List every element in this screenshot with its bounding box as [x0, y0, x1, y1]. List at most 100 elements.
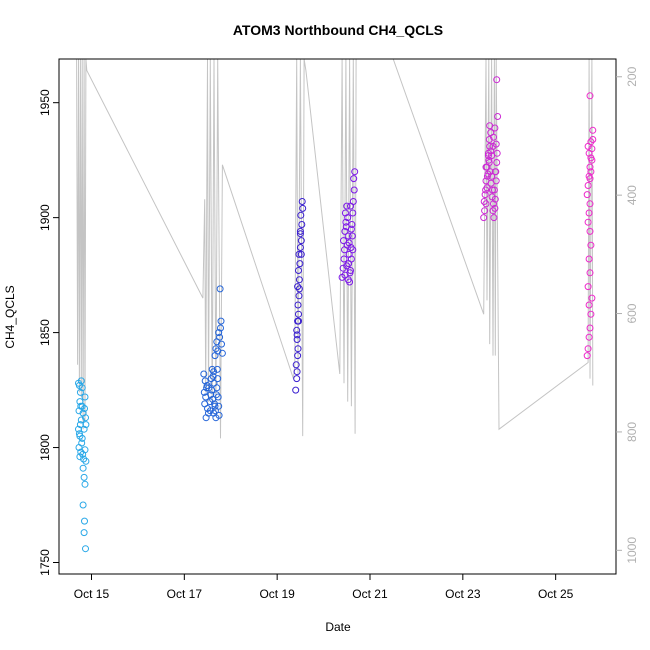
data-point: [586, 227, 594, 235]
data-point: [292, 361, 300, 369]
y-tick-label: 1800: [38, 434, 52, 461]
y2-axis: 200 400 600 800 1000: [616, 66, 639, 564]
data-point: [211, 407, 219, 415]
data-point: [296, 260, 304, 268]
data-point: [78, 402, 86, 410]
data-point: [494, 113, 502, 120]
data-point: [584, 218, 592, 226]
data-points: [75, 76, 597, 553]
data-point: [491, 204, 499, 212]
data-point: [80, 529, 88, 537]
data-point: [482, 200, 490, 208]
data-point: [296, 230, 304, 238]
data-point: [292, 386, 300, 394]
data-point: [493, 159, 501, 166]
data-point: [215, 329, 223, 337]
data-point: [586, 269, 594, 277]
x-axis-label: Date: [325, 620, 351, 634]
data-point: [295, 292, 303, 300]
data-point: [78, 434, 86, 442]
data-point: [297, 250, 305, 258]
data-point: [348, 221, 356, 228]
data-point: [80, 455, 88, 463]
data-point: [583, 191, 591, 199]
data-point: [484, 152, 492, 160]
series-1: [75, 377, 90, 553]
data-point: [77, 448, 85, 456]
data-point: [585, 333, 593, 341]
data-point: [293, 326, 301, 334]
data-point: [585, 255, 593, 263]
data-point: [218, 349, 226, 357]
data-point: [350, 175, 358, 183]
data-point: [293, 336, 301, 343]
y-axis-label: CH4_QCLS: [3, 285, 17, 348]
data-point: [201, 377, 209, 385]
chart-title: ATOM3 Northbound CH4_QCLS: [233, 22, 443, 38]
data-point: [351, 168, 359, 176]
x-tick-label: Oct 15: [74, 587, 110, 601]
y-tick-label: 1900: [38, 204, 52, 231]
data-point: [588, 294, 596, 302]
data-point: [488, 172, 496, 180]
data-point: [339, 264, 347, 272]
data-point: [489, 142, 497, 150]
data-point: [77, 416, 85, 424]
data-point: [298, 221, 306, 228]
data-point: [492, 177, 500, 185]
data-point: [481, 207, 489, 215]
data-point: [585, 149, 593, 157]
data-point: [213, 365, 221, 373]
data-point: [587, 138, 595, 146]
data-point: [488, 152, 496, 160]
y-tick-label: 1950: [38, 89, 52, 116]
data-point: [349, 246, 357, 254]
data-point: [584, 283, 592, 291]
data-point: [584, 182, 592, 189]
data-point: [79, 501, 87, 509]
data-point: [485, 136, 493, 143]
data-point: [343, 262, 351, 270]
data-point: [297, 237, 305, 245]
data-point: [81, 480, 89, 488]
data-point: [202, 414, 210, 422]
data-point: [349, 209, 357, 217]
data-point: [82, 545, 89, 553]
data-point: [585, 209, 593, 217]
data-point: [482, 163, 490, 171]
data-point: [348, 232, 356, 240]
data-point: [588, 156, 596, 164]
data-point: [296, 244, 304, 251]
series-2: [200, 285, 226, 422]
data-point: [490, 133, 497, 141]
series-4: [338, 168, 359, 286]
x-tick-label: Oct 17: [167, 587, 203, 601]
data-point: [343, 241, 351, 249]
series-5: [480, 76, 502, 222]
data-point: [482, 186, 490, 194]
data-point: [212, 391, 220, 399]
data-point: [82, 421, 90, 429]
data-point: [294, 283, 302, 291]
data-point: [81, 446, 89, 454]
data-point: [344, 276, 352, 284]
data-point: [299, 204, 307, 212]
data-point: [210, 368, 218, 376]
data-point: [80, 425, 88, 433]
data-point: [589, 126, 597, 134]
data-point: [294, 345, 302, 353]
data-point: [81, 393, 89, 401]
data-point: [217, 317, 225, 325]
data-point: [493, 76, 501, 84]
data-point: [344, 232, 352, 240]
data-point: [480, 198, 488, 205]
data-point: [295, 267, 302, 274]
y2-tick-label: 1000: [625, 537, 639, 564]
data-point: [81, 517, 88, 525]
data-point: [350, 186, 358, 194]
data-point: [586, 324, 594, 332]
data-point: [293, 331, 301, 339]
data-point: [341, 227, 349, 235]
data-point: [295, 276, 303, 284]
data-point: [75, 444, 83, 451]
